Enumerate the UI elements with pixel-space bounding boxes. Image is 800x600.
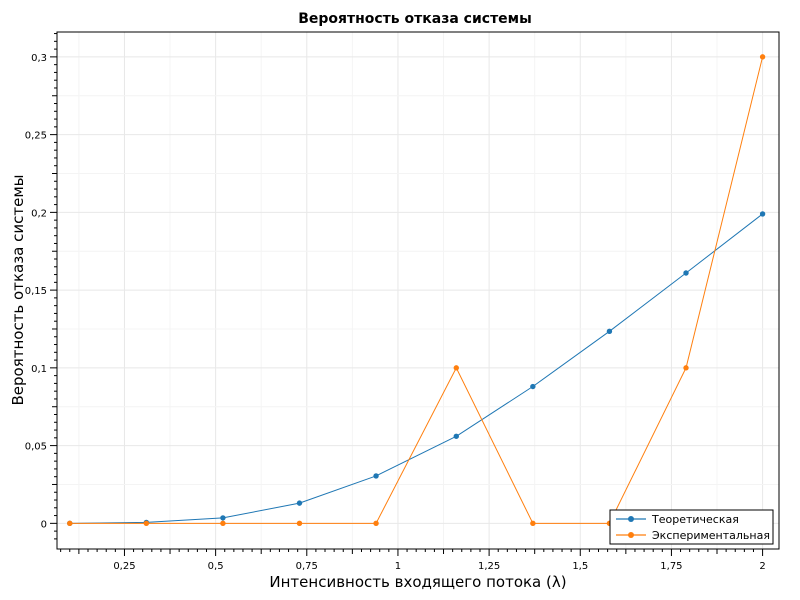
- data-point-theoretical: [683, 270, 689, 276]
- grid-layer: [57, 32, 779, 549]
- x-tick-label: 1: [395, 561, 401, 572]
- tick-layer: 0,25 0,5 0,75 1 1,25 1,5 1,75 2 0 0,05 0,1 0,15 0,2 0…: [25, 33, 766, 572]
- x-tick-label: 0,75: [296, 561, 318, 572]
- data-point-experimental: [143, 520, 150, 527]
- y-tick-label: 0,25: [25, 131, 47, 142]
- data-point-theoretical: [296, 500, 303, 506]
- series-line-experimental: [69, 56, 764, 524]
- data-point-theoretical: [373, 473, 379, 479]
- y-tick-label: 0,1: [31, 364, 47, 375]
- data-point-theoretical: [759, 211, 766, 217]
- data-point-experimental: [530, 520, 536, 527]
- x-tick-label: 2: [759, 561, 765, 572]
- x-tick-label: 0,25: [113, 561, 135, 572]
- x-tick-label: 1,5: [572, 561, 588, 572]
- x-tick-label: 1,75: [660, 561, 682, 572]
- legend-marker-experimental: [628, 532, 634, 538]
- series-layer: [67, 54, 766, 527]
- data-point-experimental: [67, 520, 73, 527]
- y-tick-label: 0,3: [31, 53, 47, 64]
- x-tick-label: 1,25: [478, 561, 500, 572]
- data-point-theoretical: [220, 515, 226, 521]
- data-point-experimental: [759, 54, 766, 60]
- data-point-theoretical: [530, 383, 536, 390]
- legend-label-theoretical: Теоретическая: [651, 513, 739, 526]
- legend-box: [609, 509, 774, 545]
- y-axis-label: Вероятность отказа системы: [9, 174, 27, 405]
- data-point-theoretical: [606, 328, 613, 335]
- legend-label-experimental: Экспериментальная: [652, 529, 770, 542]
- y-tick-label: 0,15: [25, 286, 47, 297]
- legend: Теоретическая Экспериментальная: [609, 509, 774, 545]
- y-tick-label: 0: [41, 519, 47, 530]
- data-point-experimental: [296, 520, 303, 527]
- y-tick-label: 0,05: [25, 442, 47, 453]
- x-axis-label: Интенсивность входящего потока (λ): [269, 573, 566, 591]
- legend-marker-theoretical: [628, 516, 634, 522]
- chart-title: Вероятность отказа системы: [298, 11, 532, 27]
- data-point-experimental: [683, 365, 689, 371]
- data-point-theoretical: [453, 433, 459, 439]
- data-point-experimental: [220, 520, 226, 527]
- data-point-experimental: [373, 520, 379, 527]
- data-point-experimental: [453, 365, 459, 371]
- x-tick-label: 0,5: [208, 561, 224, 572]
- series-line-theoretical: [69, 213, 763, 524]
- y-tick-label: 0,2: [31, 208, 47, 219]
